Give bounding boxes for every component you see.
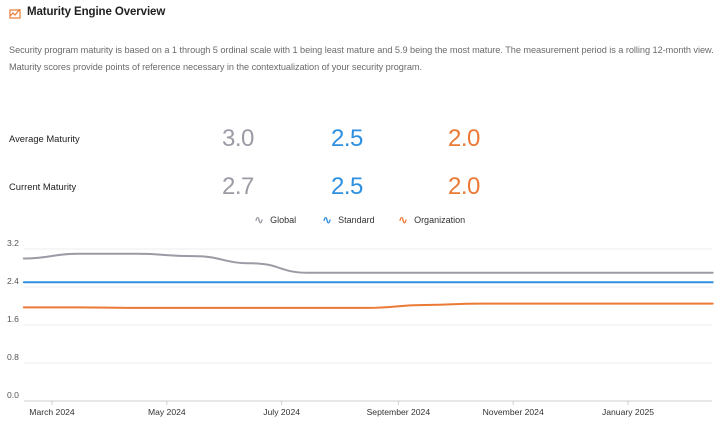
- series-line-global[interactable]: [22, 252, 714, 274]
- y-tick-label: 0.8: [7, 352, 19, 362]
- wave-icon: ∿: [398, 213, 409, 227]
- legend-item-organization[interactable]: ∿ Organization: [398, 214, 465, 226]
- chart-legend: ∿ Global ∿ Standard ∿ Organization: [0, 214, 720, 228]
- x-tick-label: November 2024: [483, 407, 544, 417]
- x-tick-label: July 2024: [263, 407, 300, 417]
- metric-label: Average Maturity: [9, 133, 80, 144]
- x-tick-label: January 2025: [602, 407, 654, 417]
- standard-value: 2.5: [331, 125, 363, 152]
- current-maturity-row: Current Maturity 2.7 2.5 2.0: [0, 172, 720, 202]
- series-line-organization[interactable]: [22, 302, 714, 309]
- page-title: Maturity Engine Overview: [27, 6, 166, 18]
- x-tick-label: May 2024: [148, 407, 186, 417]
- chart-card-icon: [9, 6, 21, 19]
- legend-item-global[interactable]: ∿ Global: [254, 214, 296, 226]
- metric-label: Current Maturity: [9, 181, 77, 192]
- legend-label: Standard: [338, 215, 375, 225]
- y-tick-label: 3.2: [7, 238, 19, 248]
- y-tick-label: 2.4: [7, 276, 19, 286]
- x-tick-label: September 2024: [367, 407, 431, 417]
- wave-icon: ∿: [254, 213, 265, 227]
- standard-value: 2.5: [331, 173, 363, 200]
- y-tick-label: 0.0: [7, 390, 19, 400]
- organization-value: 2.0: [448, 125, 480, 152]
- average-maturity-row: Average Maturity 3.0 2.5 2.0: [0, 124, 720, 154]
- x-tick-label: March 2024: [29, 407, 75, 417]
- card-header: Maturity Engine Overview: [9, 4, 165, 20]
- description-text: Security program maturity is based on a …: [9, 45, 714, 72]
- global-value: 2.7: [222, 173, 254, 200]
- wave-icon: ∿: [322, 213, 333, 227]
- y-tick-label: 1.6: [7, 314, 19, 324]
- legend-item-standard[interactable]: ∿ Standard: [322, 214, 375, 226]
- organization-value: 2.0: [448, 173, 480, 200]
- legend-label: Organization: [414, 215, 466, 225]
- global-value: 3.0: [222, 125, 254, 152]
- maturity-line-chart: 0.0 0.8 1.6 2.4 3.2 March 2024 May 2024 July 2…: [7, 238, 714, 417]
- legend-label: Global: [270, 215, 297, 225]
